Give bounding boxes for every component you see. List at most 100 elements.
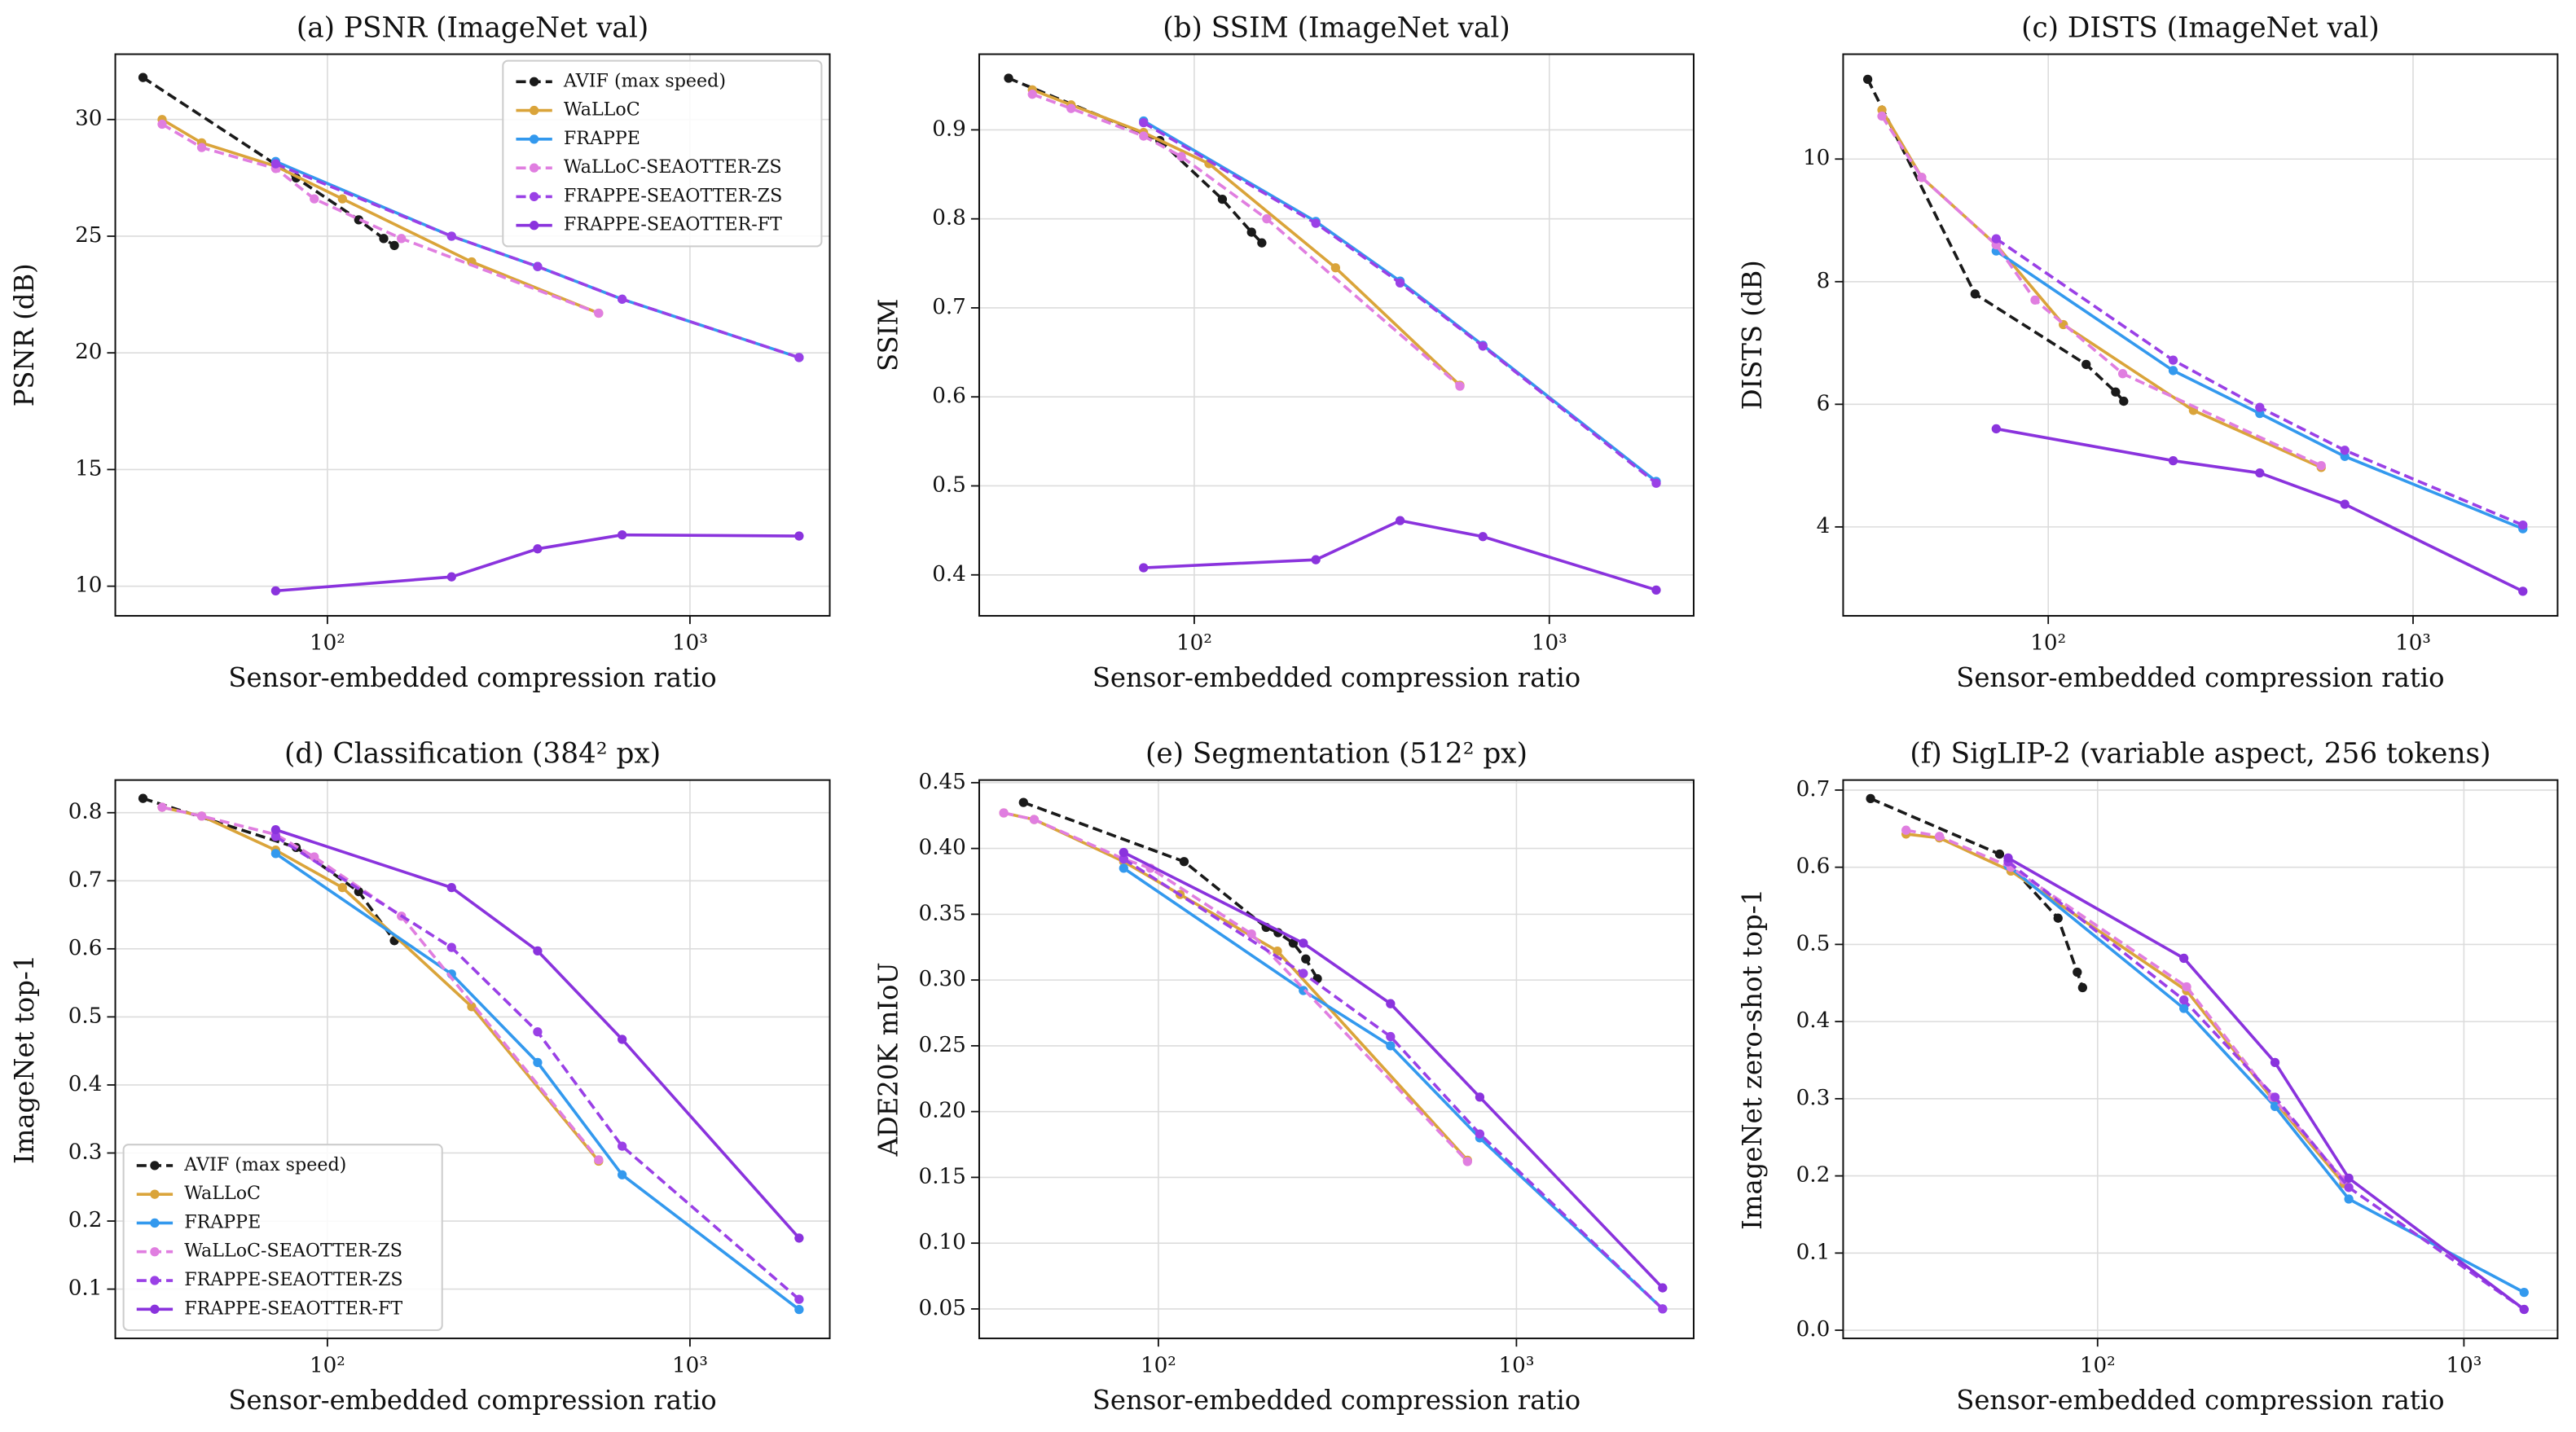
axes-frame bbox=[114, 53, 831, 617]
legend-marker bbox=[529, 163, 539, 173]
series-line bbox=[161, 118, 600, 315]
panel: 10² 10³ 0.1 0.2 0.3 0.4 0.5 0.6 0.7 0.8 (d) Classi… bbox=[9, 737, 831, 1416]
y-axis-label: PSNR (dB) bbox=[9, 263, 40, 406]
data-point bbox=[1301, 954, 1311, 964]
x-axis-label: Sensor-embedded compression ratio bbox=[228, 662, 716, 693]
x-axis-label: Sensor-embedded compression ratio bbox=[1092, 662, 1580, 693]
data-point bbox=[1991, 234, 2001, 244]
y-tick-label: 15 bbox=[75, 456, 102, 481]
data-point bbox=[397, 234, 407, 244]
data-point bbox=[2111, 387, 2121, 397]
legend-marker bbox=[529, 77, 539, 86]
legend-marker bbox=[150, 1276, 160, 1285]
data-point bbox=[1386, 1031, 1396, 1042]
y-tick-label: 6 bbox=[1817, 391, 1831, 415]
data-point bbox=[1139, 118, 1149, 128]
legend-label: FRAPPE-SEAOTTER-FT bbox=[564, 214, 782, 235]
panel: 10² 10³ 0.05 0.10 0.15 0.20 0.25 0.30 0.35 0.40 0.… bbox=[873, 737, 1695, 1416]
series-line bbox=[1906, 828, 2345, 1181]
data-point bbox=[379, 234, 389, 244]
y-tick-label: 30 bbox=[75, 107, 102, 131]
data-point bbox=[618, 1034, 627, 1044]
data-point bbox=[1455, 381, 1465, 391]
panel-title: (a) PSNR (ImageNet val) bbox=[297, 11, 648, 44]
legend-label: FRAPPE-SEAOTTER-ZS bbox=[184, 1269, 402, 1290]
x-tick-label: 10² bbox=[1176, 630, 1212, 655]
data-point bbox=[446, 572, 456, 582]
data-point bbox=[1658, 1304, 1668, 1314]
x-tick-label: 10³ bbox=[2395, 630, 2431, 655]
legend-label: AVIF (max speed) bbox=[563, 70, 726, 91]
x-tick-label: 10² bbox=[1141, 1353, 1176, 1377]
plot-area bbox=[138, 72, 804, 596]
x-tick-label: 10³ bbox=[2446, 1353, 2481, 1377]
panel-title: (d) Classification (384² px) bbox=[284, 737, 661, 770]
data-point bbox=[618, 1141, 627, 1151]
data-point bbox=[270, 586, 281, 596]
series-line bbox=[1031, 92, 1462, 388]
data-point bbox=[2003, 853, 2013, 863]
data-point bbox=[1119, 854, 1128, 864]
legend-label: WaLLoC-SEAOTTER-ZS bbox=[564, 156, 782, 178]
data-point bbox=[1029, 815, 1040, 824]
legend-label: AVIF (max speed) bbox=[183, 1154, 346, 1175]
data-point bbox=[1257, 238, 1267, 248]
data-point bbox=[2270, 1092, 2280, 1102]
data-point bbox=[1004, 73, 1013, 83]
data-point bbox=[2168, 455, 2178, 466]
data-point bbox=[270, 824, 281, 835]
x-tick-label: 10³ bbox=[1532, 630, 1567, 655]
data-point bbox=[138, 72, 148, 82]
data-point bbox=[2117, 369, 2128, 379]
x-axis-label: Sensor-embedded compression ratio bbox=[1956, 1385, 2444, 1416]
y-tick-label: 10 bbox=[1803, 146, 1830, 170]
panel: 10² 10³ 0.4 0.5 0.6 0.7 0.8 0.9 (b) SSIM (ImageN… bbox=[873, 11, 1695, 693]
data-point bbox=[1330, 263, 1341, 273]
data-point bbox=[1651, 478, 1661, 488]
data-point bbox=[270, 849, 281, 859]
panel-title: (e) Segmentation (512² px) bbox=[1145, 737, 1528, 770]
series-line bbox=[1906, 832, 2345, 1185]
data-point bbox=[1262, 214, 1272, 224]
data-point bbox=[2168, 355, 2178, 365]
data-point bbox=[2179, 995, 2189, 1005]
y-tick-label: 0.1 bbox=[68, 1276, 103, 1301]
data-point bbox=[2119, 396, 2129, 406]
data-point bbox=[2316, 460, 2326, 471]
series-line bbox=[1123, 858, 1664, 1311]
data-point bbox=[1018, 797, 1028, 807]
y-tick-label: 0.45 bbox=[919, 770, 966, 794]
data-point bbox=[389, 240, 399, 251]
data-point bbox=[1901, 825, 1911, 835]
data-point bbox=[533, 1057, 543, 1068]
y-tick-label: 0.3 bbox=[68, 1140, 103, 1164]
y-tick-label: 0.4 bbox=[932, 562, 966, 586]
y-tick-label: 0.5 bbox=[1796, 931, 1831, 955]
data-point bbox=[533, 946, 543, 955]
panel-title: (c) DISTS (ImageNet val) bbox=[2021, 11, 2380, 44]
y-tick-label: 0.2 bbox=[1796, 1163, 1831, 1188]
panel-title: (b) SSIM (ImageNet val) bbox=[1163, 11, 1510, 44]
data-point bbox=[2270, 1057, 2280, 1067]
data-point bbox=[446, 882, 456, 893]
y-tick-label: 0.7 bbox=[1796, 777, 1831, 802]
data-point bbox=[533, 544, 543, 554]
data-point bbox=[467, 1002, 477, 1012]
y-tick-label: 0.10 bbox=[919, 1230, 966, 1254]
plot-area bbox=[1866, 793, 2529, 1315]
data-point bbox=[2030, 295, 2040, 305]
data-point bbox=[2344, 1173, 2354, 1184]
legend-marker bbox=[150, 1189, 160, 1199]
data-point bbox=[1066, 103, 1076, 113]
plot-area bbox=[1004, 73, 1661, 595]
data-point bbox=[1475, 1129, 1485, 1139]
data-point bbox=[794, 1305, 804, 1315]
y-tick-label: 0.40 bbox=[919, 836, 966, 860]
data-point bbox=[138, 793, 148, 803]
data-point bbox=[1176, 152, 1186, 161]
plot-area bbox=[1862, 74, 2528, 596]
y-tick-label: 0.5 bbox=[932, 472, 966, 497]
data-point bbox=[2179, 953, 2189, 964]
data-point bbox=[337, 882, 347, 893]
